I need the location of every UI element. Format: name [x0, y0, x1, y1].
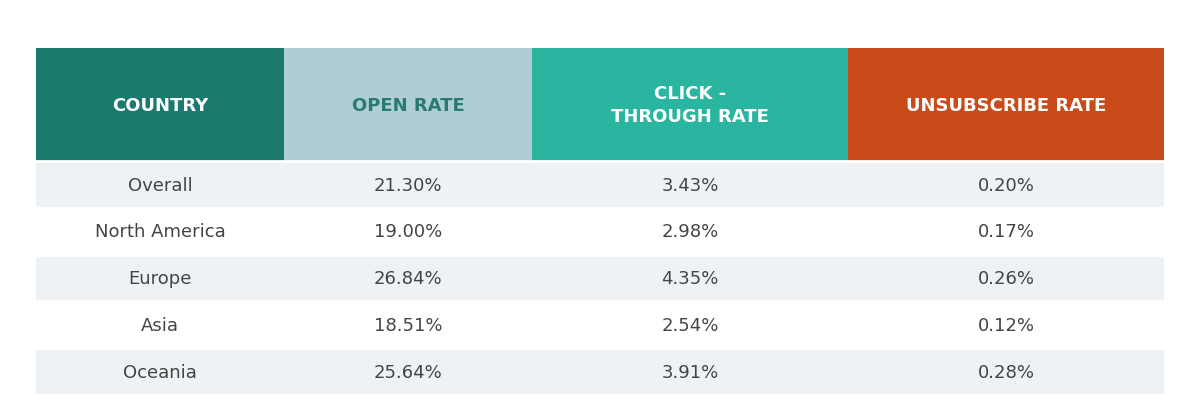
Bar [533, 302, 848, 348]
Bar [533, 162, 848, 209]
Text: 4.35%: 4.35% [661, 269, 719, 288]
Bar [284, 209, 533, 255]
Bar [284, 348, 533, 395]
Text: North America: North America [95, 223, 226, 241]
Bar [36, 49, 284, 162]
Bar [848, 49, 1164, 162]
Bar [533, 348, 848, 395]
Text: 21.30%: 21.30% [374, 176, 443, 194]
Bar [36, 162, 284, 209]
Text: 2.54%: 2.54% [661, 316, 719, 334]
Text: OPEN RATE: OPEN RATE [352, 96, 464, 114]
Bar [848, 209, 1164, 255]
Text: UNSUBSCRIBE RATE: UNSUBSCRIBE RATE [906, 96, 1106, 114]
Text: 26.84%: 26.84% [374, 269, 443, 288]
Bar [36, 209, 284, 255]
Text: 0.12%: 0.12% [978, 316, 1034, 334]
Text: 0.26%: 0.26% [978, 269, 1034, 288]
Bar [284, 302, 533, 348]
Text: CLICK -
THROUGH RATE: CLICK - THROUGH RATE [611, 85, 769, 126]
Bar [533, 209, 848, 255]
Bar [848, 255, 1164, 302]
Bar [533, 255, 848, 302]
Bar [284, 255, 533, 302]
Text: 25.64%: 25.64% [374, 362, 443, 381]
Text: 3.43%: 3.43% [661, 176, 719, 194]
Bar [36, 255, 284, 302]
Text: COUNTRY: COUNTRY [112, 96, 209, 114]
Text: Asia: Asia [142, 316, 179, 334]
Bar [848, 162, 1164, 209]
Bar [284, 162, 533, 209]
Bar [284, 49, 533, 162]
Text: 2.98%: 2.98% [661, 223, 719, 241]
Text: 0.20%: 0.20% [978, 176, 1034, 194]
Text: 0.17%: 0.17% [978, 223, 1034, 241]
Text: Overall: Overall [127, 176, 192, 194]
Text: 3.91%: 3.91% [661, 362, 719, 381]
Bar [36, 302, 284, 348]
Text: 18.51%: 18.51% [374, 316, 443, 334]
Bar [848, 302, 1164, 348]
Bar [848, 348, 1164, 395]
Text: Europe: Europe [128, 269, 192, 288]
Text: 0.28%: 0.28% [978, 362, 1034, 381]
Text: 19.00%: 19.00% [374, 223, 443, 241]
Bar [36, 348, 284, 395]
Text: Oceania: Oceania [124, 362, 197, 381]
Bar [533, 49, 848, 162]
